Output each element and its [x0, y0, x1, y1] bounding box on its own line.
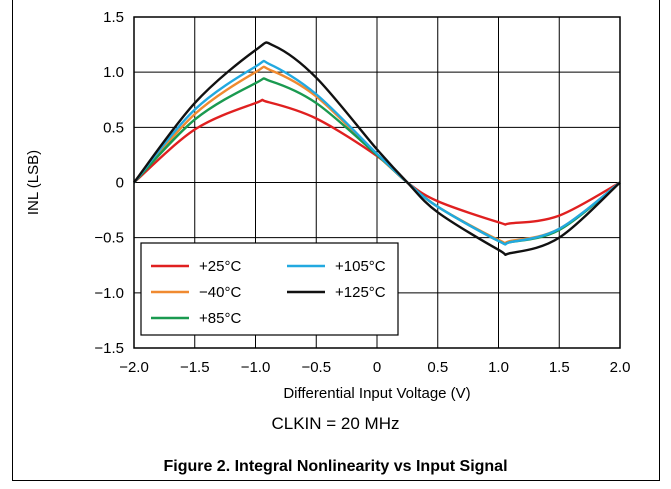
y-tick-label: 0: [116, 175, 124, 192]
plot-border: [133, 16, 621, 349]
legend-box: [140, 242, 399, 336]
legend-label: +25°C: [199, 258, 241, 275]
x-tick-label: −1.0: [241, 359, 271, 376]
inl-chart: −2.0 −1.5 −1.0 −0.5 0 0.5 1.0 1.5 2.0 1.5 1.0 0.5 0…: [25, 9, 630, 402]
series-lines: [133, 41, 621, 256]
y-tick-label: −1.0: [94, 285, 124, 302]
x-tick-label: −0.5: [301, 359, 331, 376]
legend-label: +85°C: [199, 310, 241, 327]
legend-label: +105°C: [335, 258, 386, 275]
y-tick-label: −1.5: [94, 340, 124, 357]
x-tick-label: 1.0: [488, 359, 509, 376]
series-line: [133, 59, 621, 246]
figure-frame: [12, 0, 660, 481]
y-tick-label: 1.5: [103, 9, 124, 26]
y-tick-labels: 1.5 1.0 0.5 0 −0.5 −1.0 −1.5: [94, 9, 124, 357]
y-tick-label: −0.5: [94, 230, 124, 247]
x-tick-label: 0.5: [427, 359, 448, 376]
y-axis-label: INL (LSB): [25, 150, 42, 215]
series-line: [133, 41, 621, 256]
legend: +25°C −40°C +85°C +105°C +125°C: [140, 242, 399, 336]
clock-note: CLKIN = 20 MHz: [271, 414, 400, 433]
x-tick-labels: −2.0 −1.5 −1.0 −0.5 0 0.5 1.0 1.5 2.0: [119, 359, 630, 376]
y-tick-label: 0.5: [103, 119, 124, 136]
x-tick-label: 1.5: [549, 359, 570, 376]
x-tick-label: 0: [373, 359, 381, 376]
figure-caption: Figure 2. Integral Nonlinearity vs Input…: [163, 458, 508, 475]
x-tick-label: 2.0: [610, 359, 631, 376]
x-tick-label: −2.0: [119, 359, 149, 376]
y-tick-label: 1.0: [103, 64, 124, 81]
legend-label: +125°C: [335, 284, 386, 301]
x-tick-label: −1.5: [180, 359, 210, 376]
x-axis-label: Differential Input Voltage (V): [283, 385, 470, 402]
legend-label: −40°C: [199, 284, 241, 301]
